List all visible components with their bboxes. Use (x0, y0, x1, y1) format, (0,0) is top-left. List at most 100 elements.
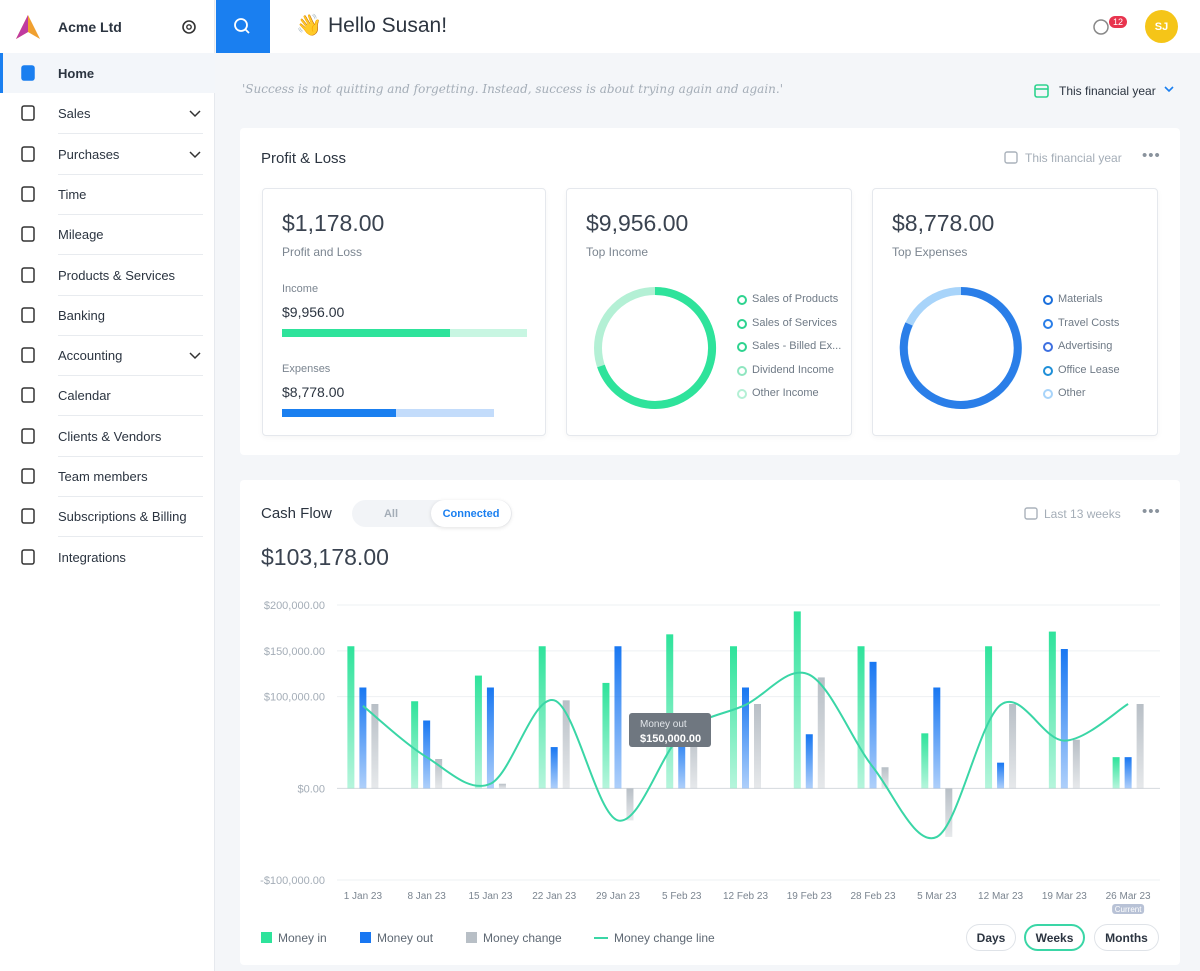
total: $103,178.00 (261, 544, 389, 570)
divider (58, 213, 203, 215)
nav-item[interactable]: Clients & Vendors (0, 416, 215, 457)
divider (58, 133, 203, 135)
legend-label: Dividend Income (752, 363, 834, 376)
tooltip-box (629, 713, 711, 747)
bar (602, 682, 610, 789)
legend-dot (1043, 295, 1053, 305)
nav-icon (21, 508, 35, 525)
bar (435, 759, 443, 789)
tab[interactable]: All (383, 507, 399, 520)
bar (1136, 704, 1144, 789)
active-indicator (0, 53, 3, 93)
bar (1112, 757, 1120, 789)
legend-dot (1043, 318, 1053, 329)
panel-period[interactable]: This financial year (1025, 151, 1122, 165)
sidebar: Acme Ltd Home Sales Purchases Time Mileage Pr… (0, 0, 215, 971)
view-button[interactable]: Days (966, 924, 1016, 951)
bar (371, 704, 379, 789)
nav-item[interactable]: Subscriptions & Billing (0, 496, 215, 538)
cash-flow-chart: -$100,000.00 $0.00 $100,000.00 $150,000.00 $… (260, 600, 1160, 914)
x-tick-label: 12 Feb 23 (723, 891, 768, 902)
nav-item[interactable]: Purchases (0, 134, 215, 175)
bar (817, 677, 825, 789)
chevron (189, 352, 201, 360)
bar (805, 734, 813, 789)
nav-item[interactable]: Time (0, 174, 215, 215)
bar (347, 646, 355, 789)
chevron (1164, 86, 1174, 93)
nav-item[interactable]: Calendar (0, 375, 215, 417)
view-button[interactable]: Months (1094, 924, 1159, 951)
nav-item[interactable]: Banking (0, 295, 215, 336)
bar (359, 687, 367, 789)
nav-icon (21, 307, 35, 323)
nav-icon (21, 65, 35, 81)
y-tick-label: $0.00 (297, 783, 325, 795)
bar (933, 687, 941, 789)
tab-active[interactable]: Connected (431, 500, 511, 527)
y-tick-label: -$100,000.00 (260, 875, 325, 887)
nav-item[interactable]: Products & Services (0, 255, 215, 296)
view-button-active[interactable]: Weeks (1024, 924, 1085, 951)
x-tick-label: 26 Mar 23 (1106, 891, 1151, 902)
nav-icon (21, 266, 35, 283)
legend-dot (737, 295, 747, 305)
x-tick-label: 19 Mar 23 (1042, 891, 1087, 902)
bar (997, 762, 1005, 789)
x-tick-label: 29 Jan 23 (596, 891, 640, 902)
notifications-icon[interactable] (1090, 16, 1112, 38)
notification-count: 12 (1109, 16, 1128, 28)
divider (58, 254, 203, 256)
bar (678, 734, 686, 789)
nav-item[interactable]: Team members (0, 456, 215, 497)
bar (1048, 631, 1056, 789)
bar (411, 701, 419, 789)
nav-item[interactable]: Accounting (0, 335, 215, 377)
nav-label: Mileage (58, 227, 104, 243)
bar (666, 634, 674, 789)
legend-label: Other Income (752, 387, 819, 399)
bar (562, 700, 570, 789)
nav-item[interactable]: Sales (0, 93, 215, 135)
legend-label: Office Lease (1058, 363, 1120, 376)
current-label: Current (1115, 905, 1142, 914)
y-tick-label: $150,000.00 (264, 646, 325, 658)
nav-icon (21, 186, 35, 202)
more-button[interactable]: ••• (1142, 503, 1161, 520)
donut (899, 287, 1022, 409)
search-button[interactable] (216, 0, 270, 53)
amount: $8,778.00 (892, 210, 995, 236)
y-tick-label: $200,000.00 (264, 600, 325, 612)
settings-icon[interactable] (180, 18, 198, 36)
donut (594, 287, 717, 409)
avatar[interactable]: SJ (1145, 10, 1178, 43)
legend-dot (737, 389, 747, 399)
legend-dot (1043, 365, 1053, 376)
divider (58, 496, 203, 497)
x-tick-label: 19 Feb 23 (787, 891, 832, 902)
greeting: 👋 Hello Susan! (296, 14, 448, 37)
calendar-icon (1004, 151, 1018, 164)
label: Top Income (586, 245, 649, 259)
nav-item[interactable]: Integrations (0, 537, 215, 577)
bar (550, 747, 558, 789)
period-selector[interactable]: This financial year (1059, 84, 1156, 98)
legend-swatch (594, 937, 608, 939)
x-tick-label: 12 Mar 23 (978, 891, 1023, 902)
bar (423, 720, 431, 789)
nav-label: Accounting (58, 348, 123, 364)
nav-label: Time (58, 186, 87, 202)
more-button[interactable]: ••• (1142, 147, 1161, 164)
legend-label: Sales of Products (752, 293, 839, 305)
nav-icon (21, 387, 35, 404)
progress-bar (282, 409, 396, 417)
top-bar (270, 0, 1200, 53)
x-tick-label: 5 Mar 23 (917, 891, 957, 902)
panel-period[interactable]: Last 13 weeks (1044, 507, 1121, 521)
nav-item[interactable]: Mileage (0, 214, 215, 256)
bar (538, 646, 546, 789)
legend-label: Money in (278, 931, 327, 945)
nav-item[interactable]: Home (0, 53, 215, 93)
bar (626, 788, 634, 821)
bar (857, 646, 865, 789)
